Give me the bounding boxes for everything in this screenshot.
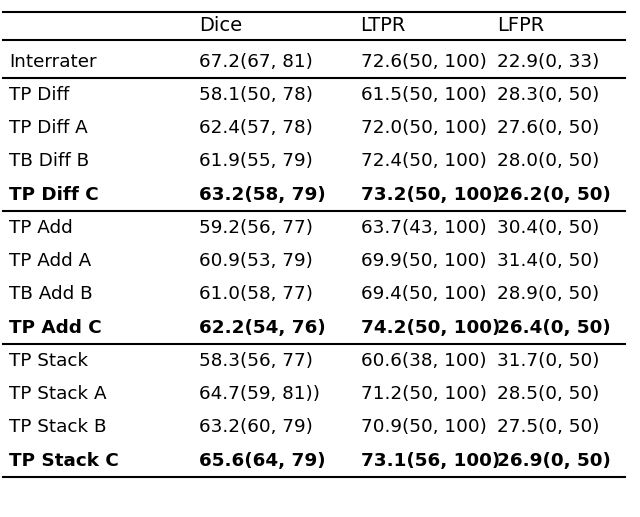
- Text: 60.6(38, 100): 60.6(38, 100): [360, 352, 486, 370]
- Text: TP Stack C: TP Stack C: [9, 451, 119, 469]
- Text: Interrater: Interrater: [9, 53, 97, 71]
- Text: 26.9(0, 50): 26.9(0, 50): [497, 451, 611, 469]
- Text: TP Stack: TP Stack: [9, 352, 88, 370]
- Text: LTPR: LTPR: [360, 17, 406, 35]
- Text: 31.7(0, 50): 31.7(0, 50): [497, 352, 600, 370]
- Text: 61.0(58, 77): 61.0(58, 77): [199, 285, 313, 303]
- Text: 59.2(56, 77): 59.2(56, 77): [199, 219, 313, 237]
- Text: 62.4(57, 78): 62.4(57, 78): [199, 119, 313, 137]
- Text: 27.6(0, 50): 27.6(0, 50): [497, 119, 600, 137]
- Text: 65.6(64, 79): 65.6(64, 79): [199, 451, 325, 469]
- Text: 67.2(67, 81): 67.2(67, 81): [199, 53, 313, 71]
- Text: 27.5(0, 50): 27.5(0, 50): [497, 418, 600, 436]
- Text: TP Diff C: TP Diff C: [9, 186, 99, 204]
- Text: 73.2(50, 100): 73.2(50, 100): [360, 186, 500, 204]
- Text: 28.9(0, 50): 28.9(0, 50): [497, 285, 600, 303]
- Text: 31.4(0, 50): 31.4(0, 50): [497, 252, 600, 270]
- Text: 22.9(0, 33): 22.9(0, 33): [497, 53, 600, 71]
- Text: 73.1(56, 100): 73.1(56, 100): [360, 451, 500, 469]
- Text: 26.2(0, 50): 26.2(0, 50): [497, 186, 611, 204]
- Text: TB Diff B: TB Diff B: [9, 153, 89, 170]
- Text: 58.1(50, 78): 58.1(50, 78): [199, 86, 313, 104]
- Text: 63.7(43, 100): 63.7(43, 100): [360, 219, 486, 237]
- Text: Dice: Dice: [199, 17, 242, 35]
- Text: TP Add A: TP Add A: [9, 252, 92, 270]
- Text: 30.4(0, 50): 30.4(0, 50): [497, 219, 600, 237]
- Text: 61.5(50, 100): 61.5(50, 100): [360, 86, 486, 104]
- Text: 60.9(53, 79): 60.9(53, 79): [199, 252, 313, 270]
- Text: 62.2(54, 76): 62.2(54, 76): [199, 318, 326, 337]
- Text: 74.2(50, 100): 74.2(50, 100): [360, 318, 500, 337]
- Text: 28.3(0, 50): 28.3(0, 50): [497, 86, 600, 104]
- Text: TP Diff: TP Diff: [9, 86, 69, 104]
- Text: 69.9(50, 100): 69.9(50, 100): [360, 252, 486, 270]
- Text: 72.6(50, 100): 72.6(50, 100): [360, 53, 486, 71]
- Text: 71.2(50, 100): 71.2(50, 100): [360, 385, 486, 403]
- Text: 64.7(59, 81)): 64.7(59, 81)): [199, 385, 320, 403]
- Text: TP Add C: TP Add C: [9, 318, 102, 337]
- Text: 63.2(58, 79): 63.2(58, 79): [199, 186, 326, 204]
- Text: 72.4(50, 100): 72.4(50, 100): [360, 153, 486, 170]
- Text: TB Add B: TB Add B: [9, 285, 93, 303]
- Text: 26.4(0, 50): 26.4(0, 50): [497, 318, 611, 337]
- Text: LFPR: LFPR: [497, 17, 545, 35]
- Text: TP Stack A: TP Stack A: [9, 385, 107, 403]
- Text: 72.0(50, 100): 72.0(50, 100): [360, 119, 486, 137]
- Text: TP Stack B: TP Stack B: [9, 418, 106, 436]
- Text: 28.0(0, 50): 28.0(0, 50): [497, 153, 600, 170]
- Text: 70.9(50, 100): 70.9(50, 100): [360, 418, 486, 436]
- Text: 69.4(50, 100): 69.4(50, 100): [360, 285, 486, 303]
- Text: 61.9(55, 79): 61.9(55, 79): [199, 153, 313, 170]
- Text: 63.2(60, 79): 63.2(60, 79): [199, 418, 313, 436]
- Text: TP Diff A: TP Diff A: [9, 119, 88, 137]
- Text: 28.5(0, 50): 28.5(0, 50): [497, 385, 600, 403]
- Text: TP Add: TP Add: [9, 219, 73, 237]
- Text: 58.3(56, 77): 58.3(56, 77): [199, 352, 313, 370]
